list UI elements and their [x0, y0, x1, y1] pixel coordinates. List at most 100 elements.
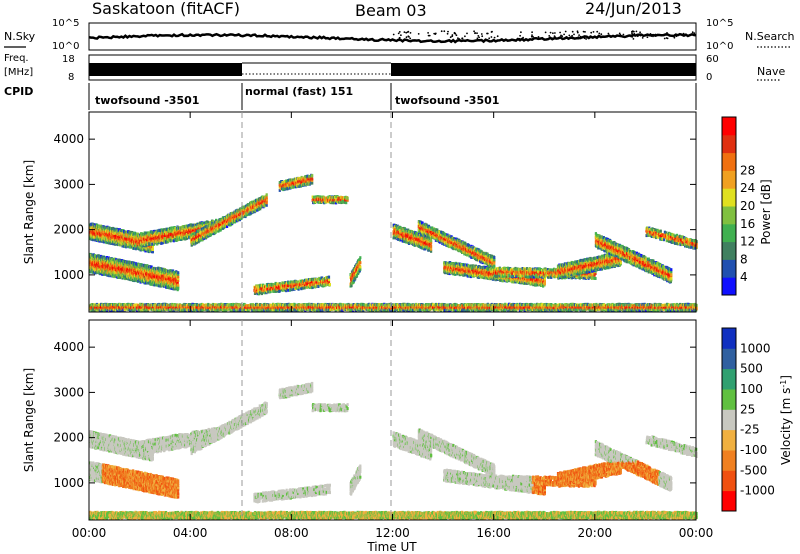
nave-axis-bottom: 0 [706, 72, 712, 83]
nsearch-point [619, 33, 621, 35]
nsearch-point [481, 33, 483, 35]
nsearch-point [447, 31, 449, 33]
radar-summary-plot: Saskatoon (fitACF) Beam 03 24/Jun/2013 N… [0, 0, 800, 554]
nsearch-point [399, 37, 401, 39]
nsearch-point [648, 35, 650, 37]
nsearch-point [522, 37, 524, 39]
nsearch-point [559, 32, 561, 34]
nsearch-point [491, 31, 493, 33]
nsearch-point [560, 35, 562, 37]
nsearch-point [634, 33, 636, 35]
nsearch-point [399, 31, 401, 33]
nsearch-point [497, 35, 499, 37]
nsearch-point [532, 36, 534, 38]
nsky-trace [89, 30, 696, 42]
nsearch-point [418, 33, 420, 35]
nsearch-point [464, 35, 466, 37]
nsearch-point [631, 32, 633, 34]
nsearch-point [568, 35, 570, 37]
beam-title: Beam 03 [355, 1, 427, 20]
nsearch-point [447, 33, 449, 35]
nsearch-point [593, 31, 595, 33]
nsearch-point [532, 38, 534, 40]
nsearch-point [693, 32, 695, 34]
nsearch-point [633, 38, 635, 40]
nsearch-point [548, 35, 550, 37]
nsearch-point [458, 38, 460, 40]
nsearch-point [405, 32, 407, 34]
nsearch-point [404, 31, 406, 33]
nsearch-point [477, 37, 479, 39]
nsearch-axis-bottom: 10^0 [706, 41, 733, 52]
nsearch-point [598, 33, 600, 35]
nsearch-point [550, 32, 552, 34]
nsearch-point [590, 32, 592, 34]
nsearch-point [473, 30, 475, 32]
nsearch-point [538, 36, 540, 38]
power-heatmap [89, 174, 698, 312]
freq-label: Freq. [4, 53, 29, 64]
nsearch-point [639, 31, 641, 33]
nsearch-point [651, 35, 653, 37]
cpid-label: CPID [4, 85, 33, 98]
nsearch-point [531, 34, 533, 36]
nsearch-point [434, 33, 436, 35]
nsearch-point [585, 38, 587, 40]
nsearch-point [393, 34, 395, 36]
nsearch-point [596, 31, 598, 33]
nsearch-point [476, 32, 478, 34]
nsearch-point [573, 34, 575, 36]
nsearch-point [554, 35, 556, 37]
nsearch-point [531, 31, 533, 33]
nsearch-point [477, 35, 479, 37]
nsearch-point [407, 31, 409, 33]
nsearch-point [481, 35, 483, 37]
nsearch-point [552, 32, 554, 34]
nsearch-point [637, 35, 639, 37]
nsearch-point [486, 33, 488, 35]
nsearch-point [428, 35, 430, 37]
nsky-axis-bottom: 10^0 [52, 41, 79, 52]
nsearch-point [688, 35, 690, 37]
nsearch-point [450, 36, 452, 38]
nsearch-point [636, 31, 638, 33]
nsearch-point [664, 38, 666, 40]
nsearch-point [667, 38, 669, 40]
nsearch-label: N.Search [745, 30, 795, 43]
nsearch-point [600, 33, 602, 35]
nsearch-point [400, 34, 402, 36]
freq-bar-1 [89, 63, 242, 76]
nsearch-point [551, 37, 553, 39]
nave-axis-top: 60 [706, 54, 719, 65]
freq-bar-2 [391, 63, 696, 76]
nsearch-point [580, 38, 582, 40]
freq-unit: [MHz] [4, 67, 33, 78]
nsearch-point [633, 31, 635, 33]
nsearch-point [640, 35, 642, 37]
nsearch-point [563, 34, 565, 36]
nsearch-point [624, 37, 626, 39]
cpid-segment-2: normal (fast) 151 [245, 85, 353, 98]
nsearch-point [650, 33, 652, 35]
nsearch-point [565, 31, 567, 33]
nsearch-point [466, 33, 468, 35]
nsearch-point [572, 38, 574, 40]
nsearch-axis-top: 10^5 [706, 18, 733, 29]
nsearch-point [577, 36, 579, 38]
nsky-line [89, 34, 696, 42]
nsearch-point [441, 30, 443, 32]
nsearch-point [410, 32, 412, 34]
nsearch-point [488, 37, 490, 39]
nsearch-point [676, 35, 678, 37]
station-title: Saskatoon (fitACF) [92, 0, 240, 18]
nsearch-point [443, 30, 445, 32]
nsearch-point [554, 32, 556, 34]
nsearch-point [406, 36, 408, 38]
nsearch-point [409, 38, 411, 40]
nsearch-point [451, 35, 453, 37]
nsearch-point [652, 36, 654, 38]
nsearch-point [655, 34, 657, 36]
nsearch-point [623, 34, 625, 36]
nsearch-point [630, 36, 632, 38]
nsearch-point [674, 37, 676, 39]
